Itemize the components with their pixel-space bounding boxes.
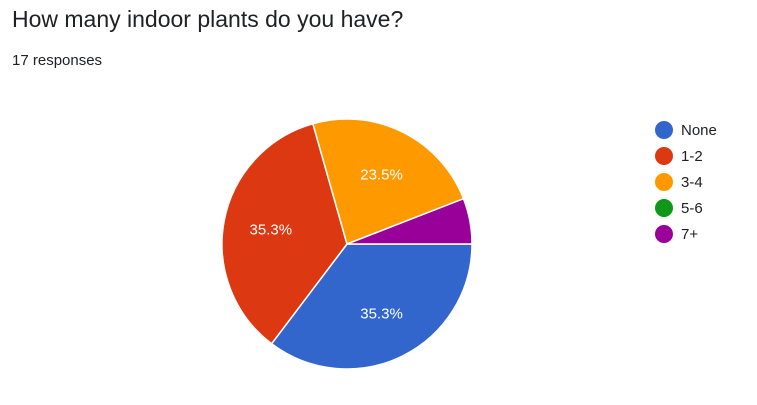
legend-item[interactable]: 1-2 xyxy=(655,143,750,169)
slice-data-label: 35.3% xyxy=(250,222,293,239)
legend-label: 3-4 xyxy=(681,173,703,191)
legend-label: 5-6 xyxy=(681,199,703,217)
legend-item[interactable]: None xyxy=(655,117,750,143)
legend-swatch xyxy=(655,225,673,243)
legend-label: 1-2 xyxy=(681,147,703,165)
pie-slice-none[interactable] xyxy=(270,243,473,370)
legend-item[interactable]: 7+ xyxy=(655,221,750,247)
legend-item[interactable]: 3-4 xyxy=(655,169,750,195)
chart-legend: None 1-2 3-4 5-6 7+ xyxy=(655,117,750,247)
pie-slice-1-2[interactable] xyxy=(221,122,348,345)
question-title: How many indoor plants do you have? xyxy=(12,6,404,32)
legend-swatch xyxy=(655,199,673,217)
legend-swatch xyxy=(655,147,673,165)
legend-swatch xyxy=(655,121,673,139)
slice-data-label: 23.5% xyxy=(360,167,403,184)
legend-label: None xyxy=(681,121,717,139)
legend-item[interactable]: 5-6 xyxy=(655,195,750,221)
legend-label: 7+ xyxy=(681,225,699,243)
legend-swatch xyxy=(655,173,673,191)
slice-data-label: 35.3% xyxy=(360,305,403,322)
pie-slice-7-[interactable] xyxy=(346,197,473,245)
response-count: 17 responses xyxy=(12,52,103,69)
